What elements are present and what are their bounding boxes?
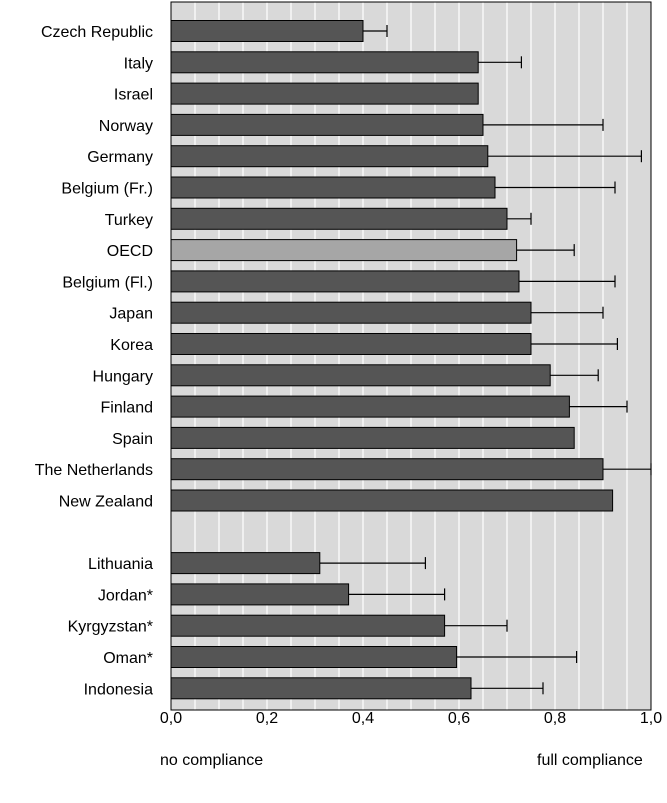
bar [170,426,575,449]
category-label: Jordan* [98,587,153,604]
bar [170,458,604,481]
no-compliance-note: no compliance [160,752,264,769]
bar [170,301,532,324]
bar [170,207,508,230]
bar [170,176,496,199]
x-tick-label: 0,8 [544,710,566,727]
category-label: New Zealand [59,494,153,511]
x-tick-label: 0,0 [160,710,182,727]
category-label: Oman* [103,650,153,667]
x-tick-label: 1,0 [640,710,662,727]
x-tick-label: 0,4 [352,710,374,727]
category-label: Czech Republic [41,24,153,41]
category-label: Italy [124,55,153,72]
category-label: OECD [107,243,153,260]
category-label: Lithuania [88,556,153,573]
bar [170,51,479,74]
category-label: Korea [110,337,153,354]
bar [170,646,458,668]
bar [170,270,520,293]
category-label: Belgium (Fl.) [62,274,153,291]
category-label: Indonesia [84,681,153,698]
bar [170,113,484,136]
category-label: Hungary [93,368,153,385]
category-label: Belgium (Fr.) [61,181,153,198]
x-tick-label: 0,2 [256,710,278,727]
bar [170,239,518,262]
x-tick-label: 0,6 [448,710,470,727]
bar [170,583,350,606]
bar [170,489,614,512]
bar [170,395,570,418]
bar [170,614,446,637]
bar [170,20,364,42]
bar [170,333,532,355]
category-label: Japan [109,306,153,323]
category-label: The Netherlands [35,462,153,479]
category-label: Israel [114,87,153,104]
bar [170,145,489,168]
bar [170,552,321,575]
bar [170,82,479,105]
category-label: Norway [99,118,153,135]
category-label: Germany [87,149,153,166]
plot-frame [170,1,652,711]
category-label: Spain [112,431,153,448]
category-label: Turkey [105,212,153,229]
full-compliance-note: full compliance [537,752,643,769]
category-label: Finland [101,400,153,417]
bar [170,364,551,387]
category-label: Kyrgyzstan* [68,619,153,636]
bar [170,677,472,700]
